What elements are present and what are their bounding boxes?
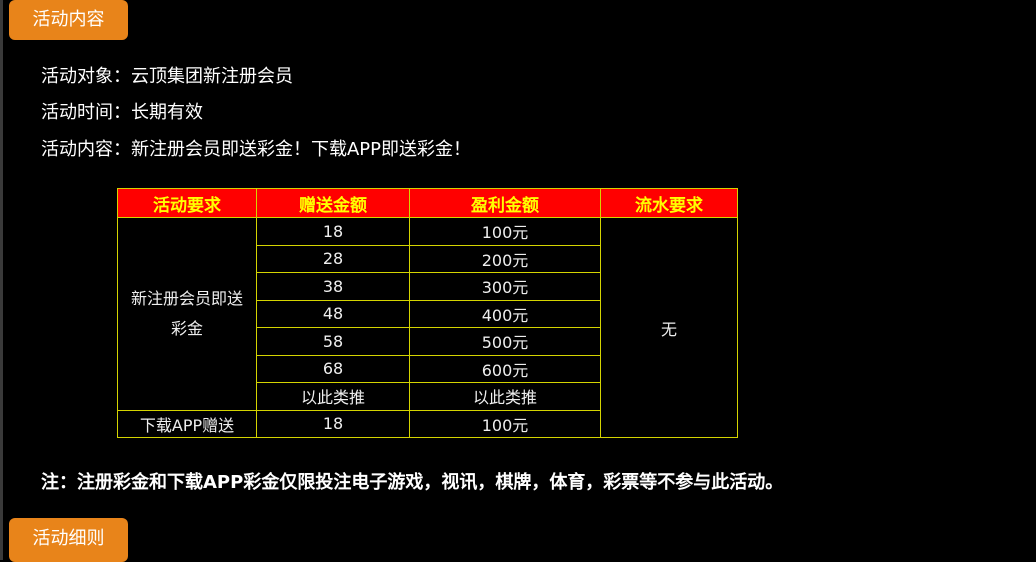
table-row: 68 600元 (118, 354, 738, 383)
header-profit: 盈利金额 (409, 188, 601, 218)
tab-activity-content[interactable]: 活动内容 (9, 0, 128, 40)
bonus-table: 活动要求 赠送金额 盈利金额 流水要求 新注册会员即送彩金 18 100元无 28 20… (117, 188, 738, 438)
requirement-cell: 新注册会员即送彩金 (117, 217, 257, 411)
table-row: 以此类推 以此类推 (118, 382, 738, 411)
header-turnover: 流水要求 (600, 188, 738, 218)
profit-cell: 100元 (409, 409, 601, 438)
bonus-cell: 58 (256, 327, 410, 356)
bonus-cell: 48 (256, 299, 410, 328)
profit-cell: 100元 (409, 217, 601, 246)
bonus-cell: 68 (256, 354, 410, 383)
profit-cell: 以此类推 (409, 382, 601, 411)
table-header-row: 活动要求 赠送金额 盈利金额 流水要求 (117, 188, 738, 218)
profit-cell: 400元 (409, 299, 601, 328)
bonus-cell: 38 (256, 272, 410, 301)
profit-cell: 200元 (409, 244, 601, 273)
note-text: 注：注册彩金和下载APP彩金仅限投注电子游戏，视讯，棋牌，体育，彩票等不参与此活… (41, 472, 784, 493)
table-row: 58 500元 (118, 327, 738, 356)
info-time: 活动时间：长期有效 (41, 102, 203, 123)
turnover-cell: 无 (600, 217, 738, 438)
profit-cell: 600元 (409, 354, 601, 383)
table-row: 38 300元 (118, 272, 738, 301)
requirement-cell: 下载APP赠送 (117, 409, 257, 438)
left-edge (0, 0, 3, 560)
header-requirement: 活动要求 (117, 188, 257, 218)
info-content: 活动内容：新注册会员即送彩金！下载APP即送彩金！ (41, 139, 472, 160)
table-row: 48 400元 (118, 299, 738, 328)
bonus-cell: 以此类推 (256, 382, 410, 411)
table-row: 新注册会员即送彩金 18 100元无 (117, 217, 738, 438)
table-row: 下载APP赠送 18 100元 (117, 409, 738, 438)
profit-cell: 300元 (409, 272, 601, 301)
profit-cell: 500元 (409, 327, 601, 356)
header-bonus: 赠送金额 (256, 188, 410, 218)
table-row: 28 200元 (118, 244, 738, 273)
bonus-cell: 18 (256, 217, 410, 246)
bonus-cell: 18 (256, 409, 410, 438)
bonus-cell: 28 (256, 244, 410, 273)
tab-activity-rules[interactable]: 活动细则 (9, 518, 128, 562)
info-target: 活动对象：云顶集团新注册会员 (41, 66, 293, 87)
